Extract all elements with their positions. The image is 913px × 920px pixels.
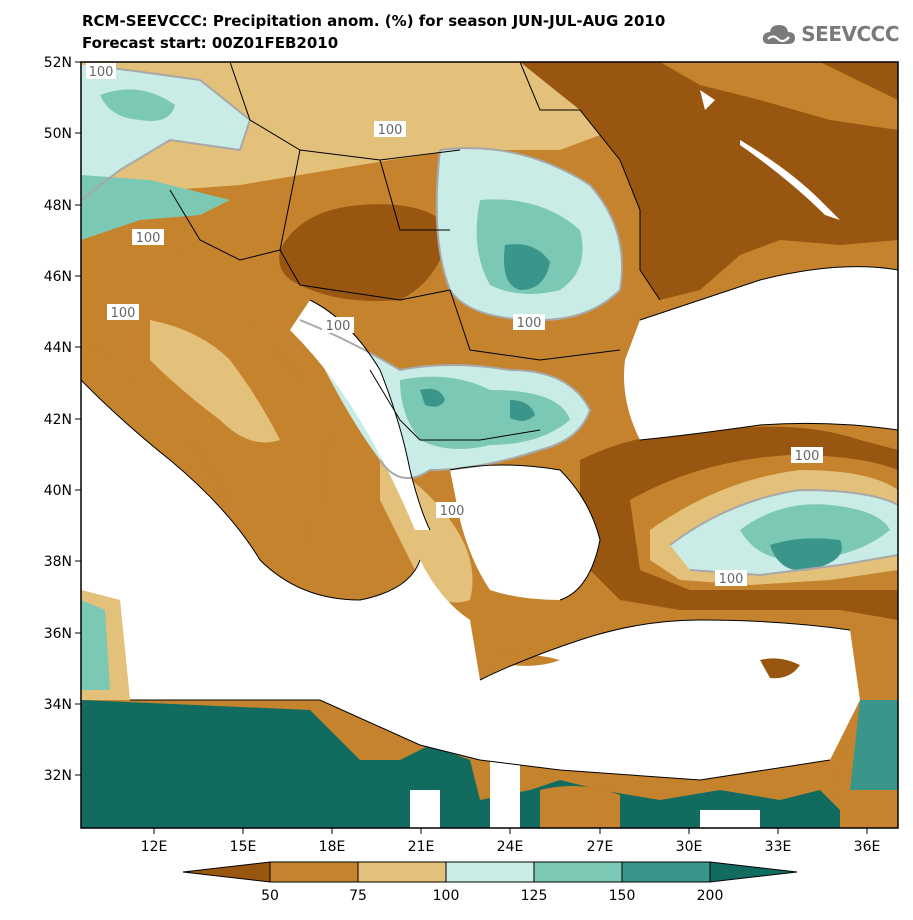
lat-tick-label: 38N bbox=[44, 554, 72, 570]
lon-tick-label: 27E bbox=[587, 839, 614, 855]
colorbar-label: 200 bbox=[697, 888, 724, 904]
colorbar-segment-150-200 bbox=[621, 861, 711, 883]
colorbar-segment-125-150 bbox=[533, 861, 623, 883]
field-brown-egypt bbox=[540, 786, 620, 828]
lon-tick-label: 18E bbox=[319, 839, 346, 855]
lat-tick-label: 32N bbox=[44, 768, 72, 784]
aegean-sea bbox=[450, 465, 600, 600]
field-tan-italy bbox=[150, 320, 280, 443]
field-missing-north bbox=[700, 90, 715, 110]
crete-island bbox=[500, 654, 560, 666]
logo-text: SEEVCCC bbox=[801, 22, 899, 46]
contour-label: 100 bbox=[719, 572, 744, 587]
lon-tick-label: 12E bbox=[141, 839, 168, 855]
lat-axis: 52N 50N 48N 46N 44N 42N 40N 38N 36N 34N … bbox=[44, 55, 81, 784]
seevccc-logo: SEEVCCC bbox=[761, 22, 899, 46]
colorbar bbox=[182, 861, 798, 883]
lat-tick-label: 42N bbox=[44, 412, 72, 428]
contour-label: 100 bbox=[136, 231, 161, 246]
field-teal-tunisia bbox=[81, 600, 110, 690]
colorbar-segment-lt50 bbox=[182, 861, 271, 883]
field-brown-dark-east bbox=[520, 62, 898, 300]
lon-tick-label: 15E bbox=[230, 839, 257, 855]
field-teal-dark-africa bbox=[81, 700, 840, 828]
colorbar-label: 100 bbox=[433, 888, 460, 904]
lat-tick-label: 48N bbox=[44, 198, 72, 214]
lon-tick-label: 30E bbox=[676, 839, 703, 855]
map-field: 100 100 100 100 100 100 100 100 100 bbox=[81, 62, 898, 828]
contour-label: 100 bbox=[89, 65, 114, 80]
lat-tick-label: 46N bbox=[44, 269, 72, 285]
contour-label: 100 bbox=[440, 504, 465, 519]
map-title: RCM-SEEVCCC: Precipitation anom. (%) for… bbox=[82, 12, 666, 30]
forecast-start-subtitle: Forecast start: 00Z01FEB2010 bbox=[82, 34, 339, 52]
colorbar-label: 125 bbox=[521, 888, 548, 904]
colorbar-label: 150 bbox=[609, 888, 636, 904]
field-teal-balkans bbox=[400, 376, 570, 449]
map-frame bbox=[80, 61, 899, 829]
field-teal-dark-turkey bbox=[770, 538, 842, 571]
field-brown-northeast bbox=[660, 62, 898, 130]
colorbar-segment-gt200 bbox=[709, 861, 798, 883]
cyprus-island bbox=[760, 658, 800, 679]
colorbar-segment-75-100 bbox=[357, 861, 447, 883]
lon-tick-label: 33E bbox=[765, 839, 792, 855]
lat-tick-label: 44N bbox=[44, 340, 72, 356]
contour-label: 100 bbox=[795, 449, 820, 464]
coastlines-and-borders bbox=[81, 62, 898, 781]
cloud-icon bbox=[763, 25, 796, 44]
field-teal-west bbox=[81, 175, 230, 240]
mediterranean-sea bbox=[81, 380, 860, 780]
colorbar-label: 50 bbox=[261, 888, 279, 904]
lon-tick-label: 24E bbox=[497, 839, 524, 855]
lon-tick-label: 36E bbox=[854, 839, 881, 855]
field-teal-northwest bbox=[100, 89, 175, 121]
adriatic-sea bbox=[290, 300, 430, 530]
lat-tick-label: 40N bbox=[44, 483, 72, 499]
colorbar-label: 75 bbox=[349, 888, 367, 904]
lon-axis: 12E 15E 18E 21E 24E 27E 30E 33E 36E bbox=[141, 828, 881, 855]
field-teal-levant bbox=[850, 700, 898, 790]
field-brown-dark-hungary bbox=[279, 204, 450, 301]
colorbar-segment-50-75 bbox=[269, 861, 359, 883]
colorbar-segment-100-125 bbox=[445, 861, 535, 883]
lat-tick-label: 34N bbox=[44, 697, 72, 713]
contour-labels: 100 100 100 100 100 100 100 100 100 bbox=[86, 63, 823, 587]
lat-tick-label: 50N bbox=[44, 126, 72, 142]
field-teal-dark-balkans-a bbox=[420, 388, 445, 407]
field-missing-c bbox=[700, 810, 760, 828]
lat-tick-label: 52N bbox=[44, 55, 72, 71]
field-missing-river bbox=[740, 140, 840, 220]
contour-label: 100 bbox=[111, 306, 136, 321]
field-teal-dark-balkans-b bbox=[510, 400, 535, 421]
lat-tick-label: 36N bbox=[44, 626, 72, 642]
field-teal-dark-romania bbox=[504, 244, 550, 290]
colorbar-labels: 50 75 100 125 150 200 bbox=[261, 888, 723, 904]
lon-tick-label: 21E bbox=[408, 839, 435, 855]
contour-label: 100 bbox=[517, 316, 542, 331]
black-sea bbox=[624, 266, 898, 440]
field-missing-a bbox=[410, 790, 440, 828]
contour-label: 100 bbox=[326, 319, 351, 334]
contour-label: 100 bbox=[378, 123, 403, 138]
field-missing-b bbox=[490, 760, 520, 828]
